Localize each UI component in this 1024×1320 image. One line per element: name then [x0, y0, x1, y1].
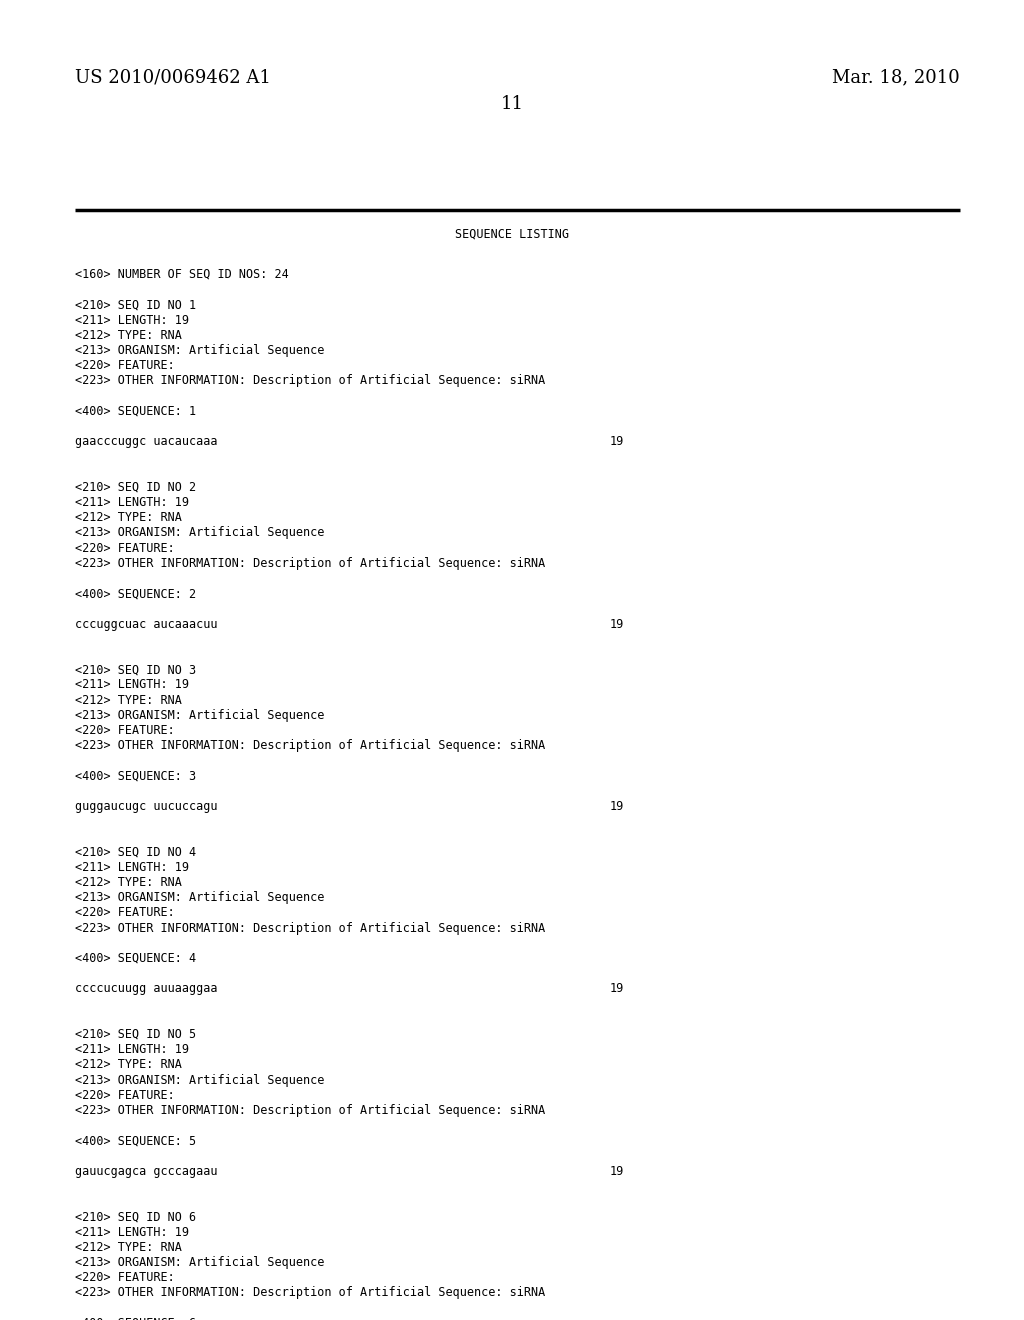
Text: <213> ORGANISM: Artificial Sequence: <213> ORGANISM: Artificial Sequence [75, 1073, 325, 1086]
Text: <220> FEATURE:: <220> FEATURE: [75, 1089, 175, 1102]
Text: <223> OTHER INFORMATION: Description of Artificial Sequence: siRNA: <223> OTHER INFORMATION: Description of … [75, 1287, 545, 1299]
Text: <211> LENGTH: 19: <211> LENGTH: 19 [75, 1225, 189, 1238]
Text: 19: 19 [610, 436, 625, 449]
Text: <213> ORGANISM: Artificial Sequence: <213> ORGANISM: Artificial Sequence [75, 345, 325, 356]
Text: <212> TYPE: RNA: <212> TYPE: RNA [75, 329, 182, 342]
Text: <213> ORGANISM: Artificial Sequence: <213> ORGANISM: Artificial Sequence [75, 527, 325, 540]
Text: 19: 19 [610, 1164, 625, 1177]
Text: <160> NUMBER OF SEQ ID NOS: 24: <160> NUMBER OF SEQ ID NOS: 24 [75, 268, 289, 281]
Text: Mar. 18, 2010: Mar. 18, 2010 [833, 69, 961, 86]
Text: <400> SEQUENCE: 4: <400> SEQUENCE: 4 [75, 952, 197, 965]
Text: <211> LENGTH: 19: <211> LENGTH: 19 [75, 1043, 189, 1056]
Text: <220> FEATURE:: <220> FEATURE: [75, 541, 175, 554]
Text: guggaucugc uucuccagu: guggaucugc uucuccagu [75, 800, 217, 813]
Text: <210> SEQ ID NO 4: <210> SEQ ID NO 4 [75, 846, 197, 858]
Text: <213> ORGANISM: Artificial Sequence: <213> ORGANISM: Artificial Sequence [75, 709, 325, 722]
Text: <210> SEQ ID NO 6: <210> SEQ ID NO 6 [75, 1210, 197, 1224]
Text: <223> OTHER INFORMATION: Description of Artificial Sequence: siRNA: <223> OTHER INFORMATION: Description of … [75, 921, 545, 935]
Text: <210> SEQ ID NO 1: <210> SEQ ID NO 1 [75, 298, 197, 312]
Text: 11: 11 [501, 95, 523, 114]
Text: <400> SEQUENCE: 2: <400> SEQUENCE: 2 [75, 587, 197, 601]
Text: <223> OTHER INFORMATION: Description of Artificial Sequence: siRNA: <223> OTHER INFORMATION: Description of … [75, 375, 545, 387]
Text: <400> SEQUENCE: 3: <400> SEQUENCE: 3 [75, 770, 197, 783]
Text: <211> LENGTH: 19: <211> LENGTH: 19 [75, 861, 189, 874]
Text: <220> FEATURE:: <220> FEATURE: [75, 1271, 175, 1284]
Text: <212> TYPE: RNA: <212> TYPE: RNA [75, 1059, 182, 1072]
Text: <211> LENGTH: 19: <211> LENGTH: 19 [75, 496, 189, 510]
Text: gaacccuggc uacaucaaa: gaacccuggc uacaucaaa [75, 436, 217, 449]
Text: <210> SEQ ID NO 3: <210> SEQ ID NO 3 [75, 663, 197, 676]
Text: <220> FEATURE:: <220> FEATURE: [75, 907, 175, 920]
Text: <220> FEATURE:: <220> FEATURE: [75, 359, 175, 372]
Text: cccuggcuac aucaaacuu: cccuggcuac aucaaacuu [75, 618, 217, 631]
Text: <213> ORGANISM: Artificial Sequence: <213> ORGANISM: Artificial Sequence [75, 891, 325, 904]
Text: <212> TYPE: RNA: <212> TYPE: RNA [75, 1241, 182, 1254]
Text: <400> SEQUENCE: 1: <400> SEQUENCE: 1 [75, 405, 197, 418]
Text: <400> SEQUENCE: 6: <400> SEQUENCE: 6 [75, 1317, 197, 1320]
Text: SEQUENCE LISTING: SEQUENCE LISTING [455, 228, 569, 242]
Text: <400> SEQUENCE: 5: <400> SEQUENCE: 5 [75, 1134, 197, 1147]
Text: <213> ORGANISM: Artificial Sequence: <213> ORGANISM: Artificial Sequence [75, 1257, 325, 1269]
Text: ccccucuugg auuaaggaa: ccccucuugg auuaaggaa [75, 982, 217, 995]
Text: <212> TYPE: RNA: <212> TYPE: RNA [75, 511, 182, 524]
Text: <211> LENGTH: 19: <211> LENGTH: 19 [75, 678, 189, 692]
Text: <220> FEATURE:: <220> FEATURE: [75, 723, 175, 737]
Text: <212> TYPE: RNA: <212> TYPE: RNA [75, 693, 182, 706]
Text: US 2010/0069462 A1: US 2010/0069462 A1 [75, 69, 271, 86]
Text: <211> LENGTH: 19: <211> LENGTH: 19 [75, 314, 189, 326]
Text: 19: 19 [610, 800, 625, 813]
Text: <210> SEQ ID NO 2: <210> SEQ ID NO 2 [75, 480, 197, 494]
Text: gauucgagca gcccagaau: gauucgagca gcccagaau [75, 1164, 217, 1177]
Text: <210> SEQ ID NO 5: <210> SEQ ID NO 5 [75, 1028, 197, 1041]
Text: <223> OTHER INFORMATION: Description of Artificial Sequence: siRNA: <223> OTHER INFORMATION: Description of … [75, 557, 545, 570]
Text: 19: 19 [610, 618, 625, 631]
Text: <223> OTHER INFORMATION: Description of Artificial Sequence: siRNA: <223> OTHER INFORMATION: Description of … [75, 1104, 545, 1117]
Text: <212> TYPE: RNA: <212> TYPE: RNA [75, 876, 182, 888]
Text: 19: 19 [610, 982, 625, 995]
Text: <223> OTHER INFORMATION: Description of Artificial Sequence: siRNA: <223> OTHER INFORMATION: Description of … [75, 739, 545, 752]
